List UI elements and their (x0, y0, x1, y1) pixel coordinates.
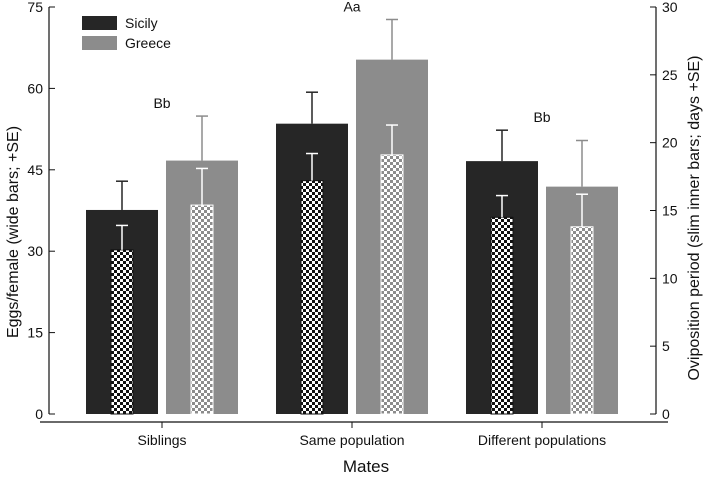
y2-tick-label: 30 (662, 0, 678, 15)
y-axis-label: Eggs/female (wide bars; +SE) (5, 126, 22, 338)
x-tick-label: Siblings (137, 432, 186, 448)
y2-tick-label: 0 (662, 406, 670, 422)
annotation-label: Bb (153, 95, 170, 111)
y-tick-label: 45 (27, 162, 43, 178)
y2-tick-label: 5 (662, 338, 670, 354)
bar-oviposition-sicily (110, 249, 134, 415)
y2-tick-label: 15 (662, 203, 678, 219)
annotation-label: Aa (343, 0, 360, 14)
bar-oviposition-sicily (300, 180, 324, 415)
legend-label-greece: Greece (125, 35, 171, 51)
y2-tick-label: 20 (662, 135, 678, 151)
y-tick-label: 60 (27, 80, 43, 96)
y2-tick-label: 25 (662, 67, 678, 83)
legend: Sicily Greece (82, 15, 171, 51)
x-axis-label: Mates (343, 457, 389, 476)
bar-oviposition-greece (570, 226, 594, 415)
y-tick-label: 30 (27, 243, 43, 259)
y-tick-label: 75 (27, 0, 43, 15)
y2-tick-label: 10 (662, 270, 678, 286)
y-tick-label: 0 (35, 406, 43, 422)
annotation-label: Bb (533, 109, 550, 125)
bar-oviposition-greece (190, 204, 214, 415)
legend-swatch-greece (82, 36, 117, 50)
y2-axis-label: Oviposition period (slim inner bars; day… (686, 55, 703, 380)
bar-oviposition-sicily (490, 216, 514, 415)
x-tick-label: Same population (299, 432, 404, 448)
legend-label-sicily: Sicily (125, 15, 158, 31)
y-tick-label: 15 (27, 325, 43, 341)
legend-swatch-sicily (82, 16, 117, 30)
bar-oviposition-greece (380, 154, 404, 415)
x-tick-label: Different populations (478, 432, 606, 448)
